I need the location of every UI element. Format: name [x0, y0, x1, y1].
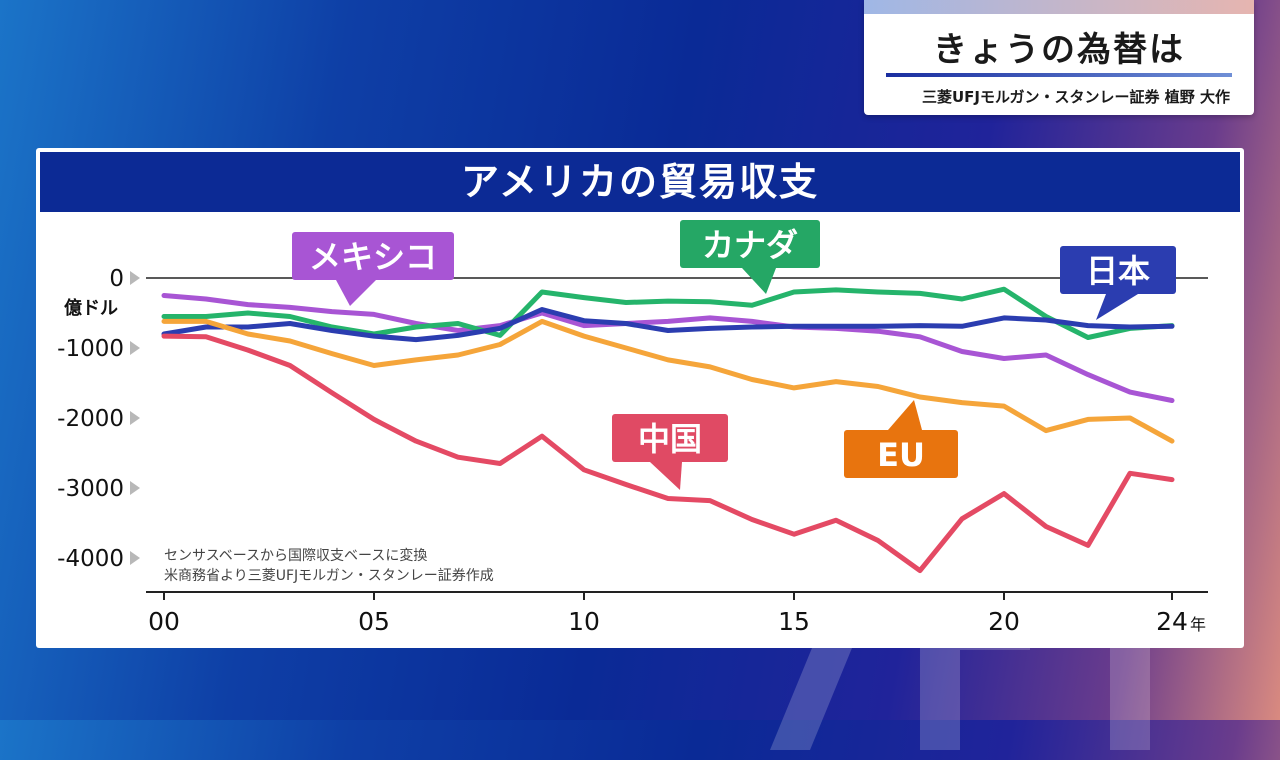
y-axis-unit: 億ドル: [64, 297, 118, 319]
series-label: 中国: [638, 420, 702, 458]
chart-panel: アメリカの貿易収支 0 -1000 -2000 -3000 -4000 億ドル 00 05 10…: [36, 148, 1244, 648]
series-line: [161, 318, 1175, 444]
y-tick-label: -2000: [57, 406, 124, 432]
x-axis-unit: 年: [1190, 615, 1206, 634]
y-tick-label: 0: [109, 266, 124, 292]
x-tick-label: 00: [148, 607, 180, 636]
callout-box: [680, 220, 820, 268]
series-label: メキシコ: [309, 238, 437, 276]
series-line: [161, 293, 1175, 403]
callout-box: [612, 414, 728, 462]
callout-pointer: [650, 462, 682, 490]
y-tick-label: -1000: [57, 336, 124, 362]
y-tick-marker: [130, 271, 140, 285]
callout-box: [292, 232, 454, 280]
y-tick-marker: [130, 551, 140, 565]
callout-box: [1060, 246, 1176, 294]
series-line: [161, 333, 1175, 574]
callout-box: [844, 430, 958, 478]
source-note: センサスベースから国際収支ベースに変換: [164, 547, 427, 564]
x-tick-label: 15: [778, 607, 810, 636]
y-tick-marker: [130, 341, 140, 355]
callout-pointer: [888, 400, 922, 430]
title-rule: [886, 73, 1232, 77]
title-card-band: [864, 0, 1254, 14]
callout-pointer: [742, 268, 776, 294]
callout-pointer: [336, 280, 376, 306]
program-title-card: きょうの為替は 三菱UFJモルガン・スタンレー証券 植野 大作: [864, 0, 1254, 115]
commentator: 三菱UFJモルガン・スタンレー証券 植野 大作: [921, 88, 1230, 106]
y-tick-label: -3000: [57, 476, 124, 502]
x-tick-label: 24: [1156, 607, 1188, 636]
callout-pointer: [1096, 294, 1138, 320]
chart-plot: 0 -1000 -2000 -3000 -4000 億ドル 00 05 10 15 20 24 年 メキシ…: [57, 220, 1208, 636]
y-tick-marker: [130, 481, 140, 495]
x-tick-label: 10: [568, 607, 600, 636]
x-tick-label: 20: [988, 607, 1020, 636]
program-title: きょうの為替は: [933, 30, 1185, 70]
y-tick-label: -4000: [57, 546, 124, 572]
y-tick-marker: [130, 411, 140, 425]
series-line: [161, 286, 1175, 340]
chart-title: アメリカの貿易収支: [40, 152, 1240, 212]
x-tick-label: 05: [358, 607, 390, 636]
series-label: EU: [877, 436, 925, 474]
series-label: 日本: [1086, 252, 1150, 290]
series-label: カナダ: [702, 226, 798, 264]
series-line: [161, 307, 1175, 343]
source-note: 米商務省より三菱UFJモルガン・スタンレー証券作成: [164, 568, 494, 584]
